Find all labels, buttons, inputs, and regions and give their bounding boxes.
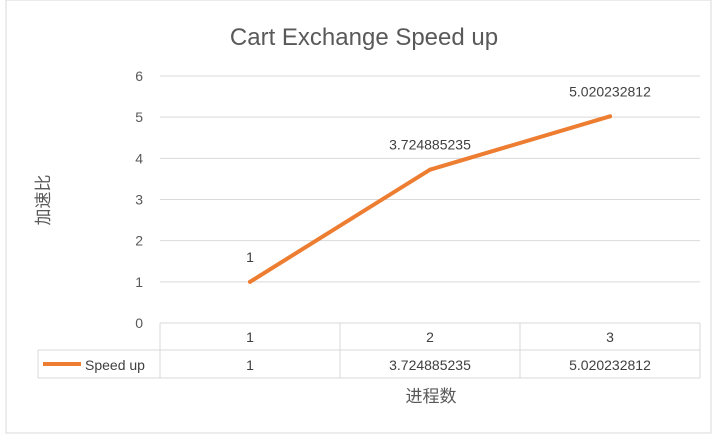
data-label: 5.020232812 (569, 83, 651, 99)
data-table: 1 2 3 Speed up 1 3.724885235 5.020232812 (37, 323, 701, 379)
y-tick-label: 0 (135, 315, 143, 331)
chart-title: Cart Exchange Speed up (230, 24, 498, 51)
table-value-cell: 5.020232812 (569, 357, 651, 373)
table-value-cell: 1 (246, 357, 254, 373)
data-point (608, 114, 612, 119)
y-tick-label: 4 (135, 150, 143, 166)
data-label: 1 (246, 249, 254, 265)
x-tick-label: 3 (606, 329, 614, 345)
data-labels: 1 3.724885235 5.020232812 (246, 83, 651, 264)
x-axis-title: 进程数 (406, 387, 457, 406)
y-tick-label: 1 (135, 274, 143, 290)
x-tick-label: 1 (246, 329, 254, 345)
table-value-cell: 3.724885235 (389, 357, 471, 373)
y-tick-label: 3 (135, 192, 143, 208)
y-tick-labels: 0 1 2 3 4 5 6 (135, 68, 143, 331)
x-tick-label: 2 (426, 329, 434, 345)
series-group (248, 114, 612, 284)
data-point (248, 279, 252, 284)
y-tick-label: 5 (135, 109, 143, 125)
legend-series-name: Speed up (85, 357, 145, 373)
data-label: 3.724885235 (389, 137, 471, 153)
y-axis-title: 加速比 (34, 175, 53, 226)
y-tick-label: 2 (135, 233, 143, 249)
y-tick-label: 6 (135, 68, 143, 84)
data-point (428, 167, 432, 172)
